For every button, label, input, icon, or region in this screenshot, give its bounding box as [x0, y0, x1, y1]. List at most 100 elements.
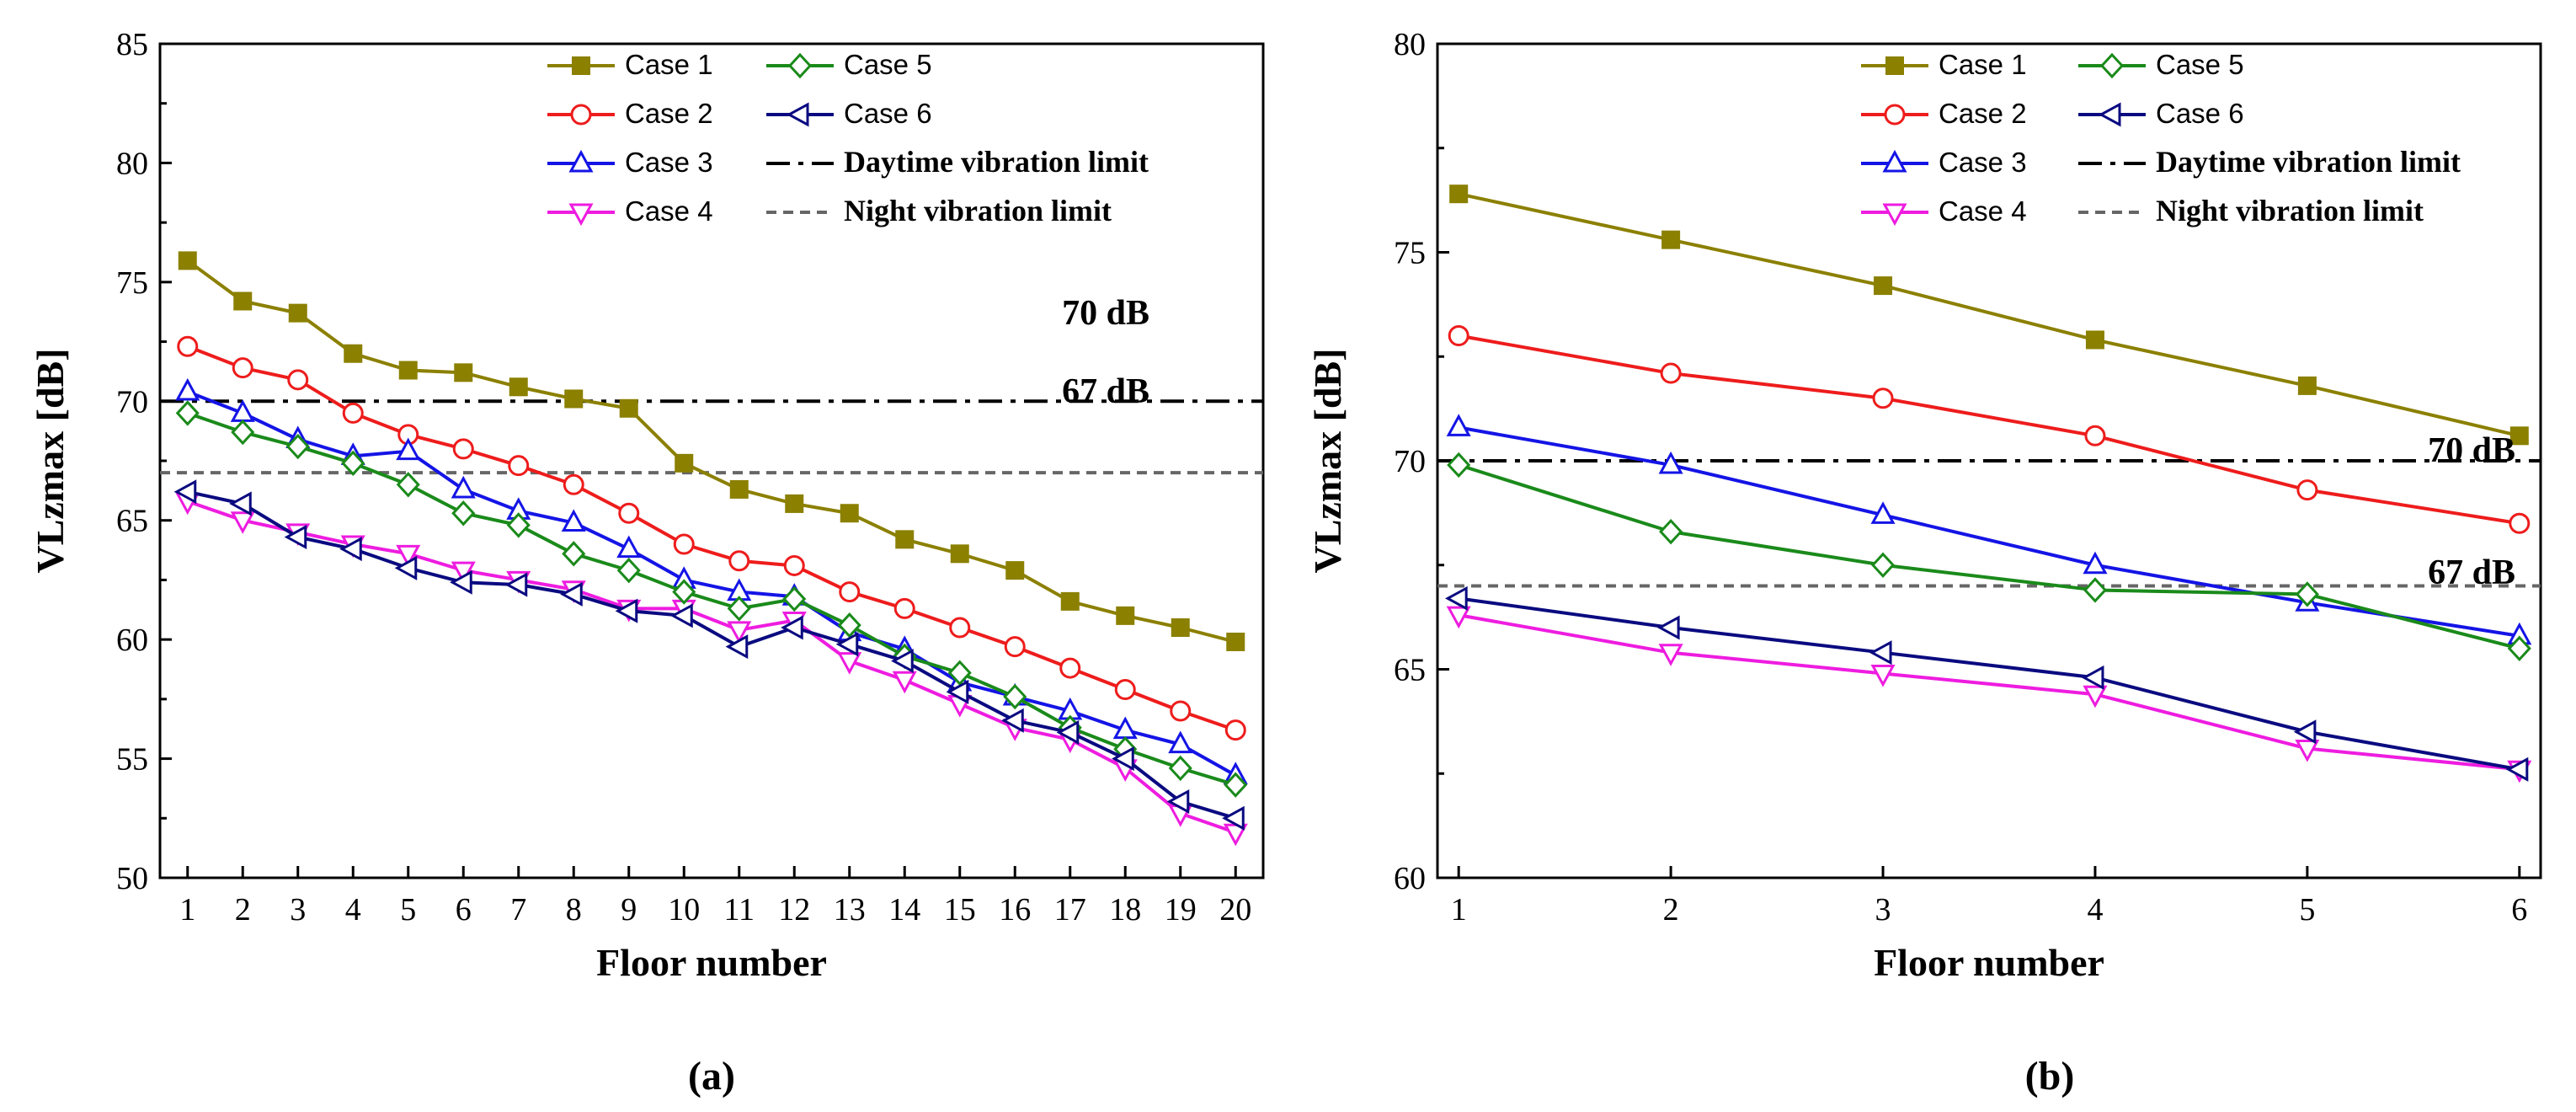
series-case-5	[1447, 452, 2531, 661]
y-tick-label: 60	[1394, 861, 1426, 896]
data-point	[615, 598, 638, 623]
y-tick-label: 55	[116, 742, 148, 778]
data-point	[1059, 657, 1081, 679]
data-point	[1226, 632, 1245, 651]
x-tick-label: 11	[723, 892, 755, 928]
x-tick-label: 6	[2511, 892, 2527, 928]
figure-caption: (a)	[688, 1054, 735, 1099]
y-tick-label: 75	[116, 265, 148, 301]
data-point	[1870, 552, 1896, 578]
series-line	[1458, 425, 2520, 638]
data-point	[1168, 730, 1193, 754]
series-line	[1458, 192, 2520, 438]
legend-label: Case 6	[844, 98, 932, 129]
data-point	[2083, 551, 2108, 575]
y-tick-label: 85	[116, 27, 148, 62]
data-point	[564, 389, 584, 409]
data-point	[2295, 581, 2319, 607]
legend-label: Case 3	[625, 147, 713, 178]
data-point	[1116, 606, 1135, 625]
data-point	[2505, 756, 2529, 782]
data-point	[398, 361, 418, 380]
data-point	[1869, 640, 1892, 666]
x-tick-label: 5	[400, 892, 416, 928]
data-point	[451, 561, 476, 585]
series-case-6	[173, 479, 1245, 831]
legend-marker	[2099, 52, 2125, 79]
legend-label: Night vibration limit	[844, 194, 1112, 227]
x-tick-label: 15	[944, 892, 976, 928]
series-line	[1458, 463, 2520, 650]
data-point	[231, 419, 255, 446]
data-point	[783, 554, 805, 576]
x-tick-label: 5	[2299, 892, 2315, 928]
data-point	[1870, 664, 1896, 687]
series-line	[187, 500, 1236, 835]
data-point	[452, 438, 474, 460]
x-tick-label: 3	[1875, 892, 1891, 928]
data-point	[1656, 615, 1680, 640]
data-point	[1224, 772, 1248, 798]
series-case-2	[1448, 325, 2531, 534]
data-point	[2084, 425, 2106, 446]
data-point	[2297, 376, 2317, 395]
data-point	[175, 377, 200, 401]
data-point	[1660, 362, 1682, 384]
legend-label: Daytime vibration limit	[2156, 145, 2461, 179]
data-point	[394, 555, 418, 580]
x-tick-label: 16	[999, 892, 1031, 928]
data-point	[1447, 452, 1471, 478]
legend-marker	[786, 102, 809, 127]
data-point	[342, 402, 364, 424]
series-line	[1458, 596, 2520, 772]
data-point	[1171, 618, 1190, 637]
legend-label: Case 3	[1939, 147, 2027, 178]
y-tick-label: 80	[116, 146, 148, 181]
y-tick-label: 80	[1394, 27, 1426, 62]
data-point	[1872, 388, 1894, 409]
legend-label: Case 5	[2156, 49, 2244, 80]
legend-label: Daytime vibration limit	[844, 145, 1149, 179]
series-line	[1458, 334, 2520, 526]
data-point	[2293, 719, 2317, 745]
data-point	[2083, 577, 2108, 603]
data-point	[893, 597, 915, 619]
data-point	[233, 291, 253, 311]
data-point	[837, 652, 862, 675]
x-tick-label: 19	[1165, 892, 1197, 928]
data-point	[840, 504, 859, 523]
data-point	[178, 251, 197, 270]
series-line	[1458, 613, 2520, 772]
legend-marker	[568, 149, 594, 173]
data-point	[561, 509, 586, 532]
y-axis-title: VLzmax [dB]	[1306, 348, 1349, 573]
data-point	[232, 357, 253, 379]
data-point	[672, 579, 696, 605]
legend-label: Case 4	[1939, 195, 2027, 227]
series-line	[187, 390, 1237, 778]
data-point	[2083, 685, 2108, 708]
data-point	[1112, 746, 1134, 772]
data-point	[562, 541, 586, 567]
legend-label: Case 6	[2156, 98, 2244, 129]
legend-label: Case 5	[844, 49, 932, 80]
legend-marker	[1882, 203, 1907, 227]
data-point	[1445, 585, 1468, 611]
x-tick-label: 8	[566, 892, 582, 928]
data-point	[837, 612, 861, 639]
data-point	[616, 557, 641, 584]
x-tick-label: 4	[2087, 892, 2103, 928]
annotation-70db: 70 dB	[2428, 431, 2515, 470]
legend-marker	[1885, 56, 1904, 75]
series-case-4	[1446, 606, 2532, 783]
data-point	[1005, 561, 1025, 580]
legend: Case 1 Case 2 Case 3 Case 4 Case 5 Case 6 Dayt…	[1861, 49, 2461, 227]
y-tick-label: 70	[116, 384, 148, 420]
y-tick-label: 65	[116, 504, 148, 539]
data-point	[729, 479, 749, 499]
data-point	[451, 500, 476, 527]
data-point	[892, 671, 917, 694]
series-case-1	[1449, 184, 2529, 446]
